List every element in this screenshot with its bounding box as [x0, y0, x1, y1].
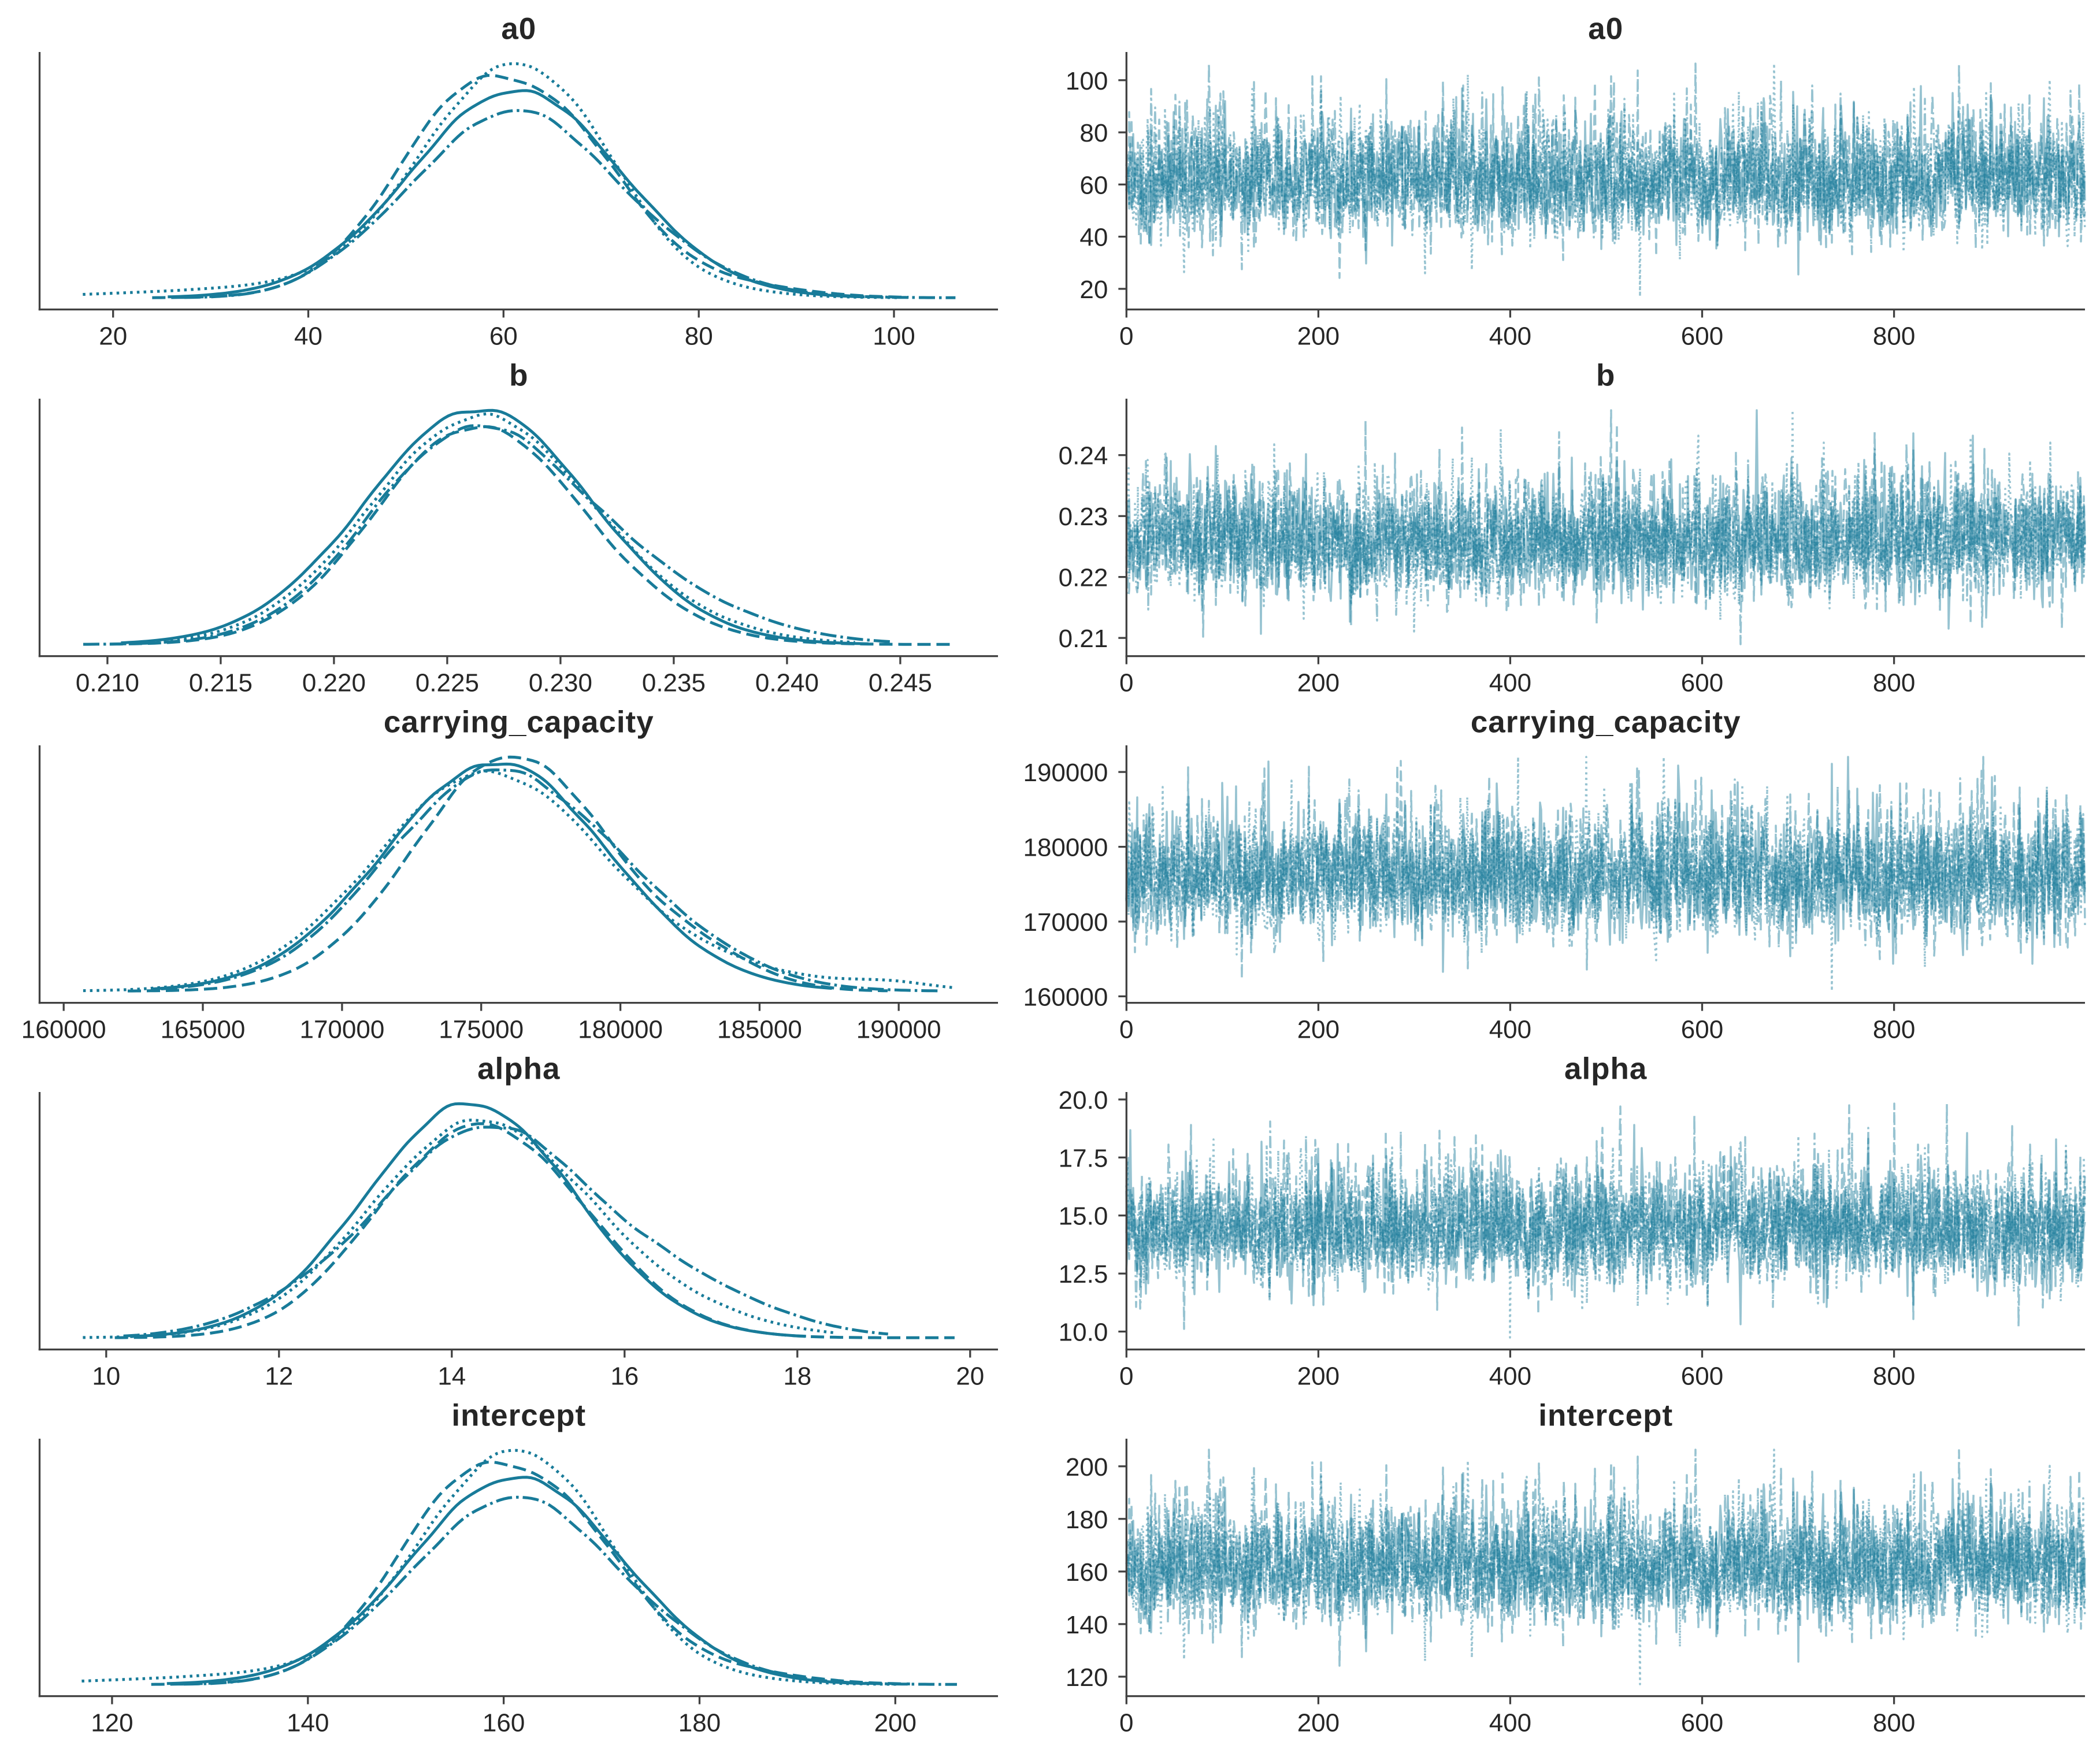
svg-text:80: 80 [1079, 119, 1108, 147]
svg-text:120: 120 [1066, 1663, 1108, 1692]
svg-text:20: 20 [956, 1362, 984, 1391]
svg-text:0.220: 0.220 [302, 669, 366, 697]
svg-text:0: 0 [1119, 1016, 1133, 1044]
svg-text:800: 800 [1873, 669, 1915, 697]
svg-text:15.0: 15.0 [1059, 1202, 1108, 1231]
svg-text:175000: 175000 [439, 1016, 524, 1044]
svg-text:200: 200 [1066, 1453, 1108, 1481]
svg-text:0.235: 0.235 [642, 669, 706, 697]
svg-text:carrying_capacity: carrying_capacity [1471, 705, 1741, 740]
svg-text:0.23: 0.23 [1059, 503, 1108, 531]
svg-text:0: 0 [1119, 322, 1133, 351]
svg-text:200: 200 [1297, 1362, 1340, 1391]
svg-text:180: 180 [1066, 1506, 1108, 1534]
svg-text:20: 20 [99, 322, 127, 351]
svg-text:400: 400 [1489, 1709, 1531, 1737]
svg-text:0.22: 0.22 [1059, 564, 1108, 592]
svg-text:600: 600 [1681, 669, 1723, 697]
svg-text:400: 400 [1489, 669, 1531, 697]
svg-text:17.5: 17.5 [1059, 1144, 1108, 1172]
svg-text:200: 200 [1297, 1016, 1340, 1044]
svg-text:0.21: 0.21 [1059, 625, 1108, 653]
svg-text:0.24: 0.24 [1059, 442, 1108, 470]
svg-text:16: 16 [610, 1362, 639, 1391]
svg-text:400: 400 [1489, 322, 1531, 351]
svg-text:400: 400 [1489, 1016, 1531, 1044]
svg-text:170000: 170000 [1023, 908, 1108, 937]
svg-text:600: 600 [1681, 1016, 1723, 1044]
svg-text:0.225: 0.225 [415, 669, 479, 697]
svg-text:800: 800 [1873, 1016, 1915, 1044]
svg-text:800: 800 [1873, 322, 1915, 351]
svg-text:0.245: 0.245 [869, 669, 932, 697]
svg-text:intercept: intercept [1538, 1399, 1673, 1433]
svg-text:a0: a0 [1588, 12, 1623, 46]
svg-text:190000: 190000 [856, 1016, 941, 1044]
svg-text:80: 80 [685, 322, 713, 351]
svg-text:800: 800 [1873, 1362, 1915, 1391]
svg-text:180000: 180000 [1023, 834, 1108, 862]
svg-text:190000: 190000 [1023, 759, 1108, 787]
svg-text:intercept: intercept [451, 1399, 586, 1433]
svg-text:800: 800 [1873, 1709, 1915, 1737]
svg-text:600: 600 [1681, 1709, 1723, 1737]
svg-text:0.230: 0.230 [529, 669, 592, 697]
svg-text:alpha: alpha [1564, 1052, 1647, 1086]
svg-text:600: 600 [1681, 1362, 1723, 1391]
svg-text:12.5: 12.5 [1059, 1260, 1108, 1288]
svg-text:40: 40 [1079, 224, 1108, 252]
svg-text:160000: 160000 [21, 1016, 106, 1044]
svg-text:160: 160 [483, 1709, 525, 1737]
svg-text:60: 60 [489, 322, 518, 351]
svg-text:165000: 165000 [161, 1016, 246, 1044]
svg-text:10.0: 10.0 [1059, 1319, 1108, 1347]
svg-text:20: 20 [1079, 276, 1108, 304]
svg-text:0: 0 [1119, 1709, 1133, 1737]
svg-text:200: 200 [1297, 322, 1340, 351]
svg-text:0.210: 0.210 [76, 669, 139, 697]
svg-text:140: 140 [287, 1709, 329, 1737]
svg-text:200: 200 [1297, 669, 1340, 697]
svg-text:b: b [509, 359, 528, 393]
svg-text:20.0: 20.0 [1059, 1086, 1108, 1115]
svg-text:160: 160 [1066, 1558, 1108, 1587]
svg-text:400: 400 [1489, 1362, 1531, 1391]
svg-text:40: 40 [294, 322, 322, 351]
svg-text:0: 0 [1119, 669, 1133, 697]
svg-text:0.215: 0.215 [189, 669, 253, 697]
svg-text:10: 10 [92, 1362, 120, 1391]
svg-text:0.240: 0.240 [755, 669, 819, 697]
svg-text:160000: 160000 [1023, 983, 1108, 1011]
svg-text:60: 60 [1079, 171, 1108, 199]
svg-text:100: 100 [873, 322, 915, 351]
svg-text:120: 120 [91, 1709, 133, 1737]
svg-text:carrying_capacity: carrying_capacity [384, 705, 654, 740]
svg-text:b: b [1596, 359, 1615, 393]
svg-text:14: 14 [437, 1362, 466, 1391]
svg-text:12: 12 [265, 1362, 293, 1391]
svg-text:180000: 180000 [578, 1016, 663, 1044]
svg-text:140: 140 [1066, 1611, 1108, 1639]
svg-text:200: 200 [874, 1709, 917, 1737]
svg-text:600: 600 [1681, 322, 1723, 351]
svg-text:0: 0 [1119, 1362, 1133, 1391]
svg-text:180: 180 [678, 1709, 721, 1737]
svg-text:170000: 170000 [299, 1016, 384, 1044]
svg-text:alpha: alpha [477, 1052, 560, 1086]
svg-text:18: 18 [783, 1362, 811, 1391]
svg-text:185000: 185000 [717, 1016, 802, 1044]
svg-text:200: 200 [1297, 1709, 1340, 1737]
svg-text:a0: a0 [501, 12, 536, 46]
svg-text:100: 100 [1066, 67, 1108, 95]
